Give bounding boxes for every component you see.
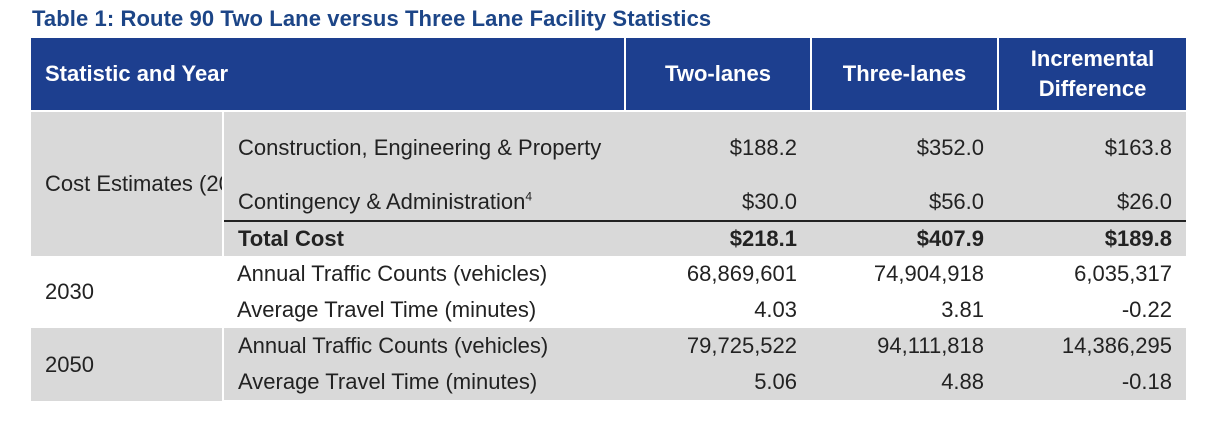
cell-three-lanes: $352.0 [811, 110, 999, 184]
header-incremental-difference: Incremental Difference [998, 38, 1187, 111]
row-label: Annual Traffic Counts (vehicles) [221, 328, 626, 364]
cell-two-lanes: $218.1 [625, 220, 812, 256]
table-row: Cost Estimates (2023 Dollars, millions) … [31, 110, 1187, 256]
header-two-lanes: Two-lanes [625, 38, 813, 111]
row-label: Construction, Engineering & Property [221, 110, 626, 184]
cell-two-lanes: 4.03 [625, 292, 812, 328]
table-row: Contingency & Administration4 $30.0 $56.… [31, 184, 1187, 221]
row-label-text: Contingency & Administration [238, 189, 526, 214]
header-incremental-line2: Difference [1038, 76, 1147, 101]
table-row-total: Total Cost $218.1 $407.9 $189.8 [31, 220, 1187, 256]
group-label-cost-estimates: Cost Estimates (2023 Dollars, millions) [31, 110, 223, 256]
cell-three-lanes: 74,904,918 [811, 256, 999, 292]
cell-three-lanes: 3.81 [811, 292, 999, 328]
table-row: Average Travel Time (minutes) 4.03 3.81 … [31, 292, 1187, 328]
row-label-total-cost: Total Cost [221, 220, 626, 256]
cell-difference: -0.22 [998, 292, 1187, 328]
table-caption: Table 1: Route 90 Two Lane versus Three … [32, 6, 712, 31]
cell-two-lanes: $188.2 [625, 110, 812, 184]
cell-difference: 14,386,295 [998, 328, 1187, 364]
header-row: Statistic and Year Two-lanes Three-lanes… [31, 38, 1187, 111]
header-statistic-and-year: Statistic and Year [31, 38, 627, 111]
row-label: Annual Traffic Counts (vehicles) [223, 256, 626, 292]
table-row: 2030 Annual Traffic Counts (vehicles) 68… [31, 256, 1187, 328]
cell-three-lanes: 4.88 [811, 364, 999, 402]
cell-three-lanes: $407.9 [811, 220, 999, 256]
table-row: 2050 Annual Traffic Counts (vehicles) 79… [31, 328, 1187, 401]
cell-three-lanes: 94,111,818 [811, 328, 999, 364]
header-incremental-line1: Incremental [1030, 46, 1155, 71]
cell-two-lanes: 68,869,601 [625, 256, 812, 292]
row-label: Average Travel Time (minutes) [221, 364, 626, 402]
facility-statistics-table: Statistic and Year Two-lanes Three-lanes… [31, 38, 1187, 402]
cell-difference: $189.8 [998, 220, 1187, 256]
cell-difference: -0.18 [998, 364, 1187, 402]
cell-three-lanes: $56.0 [811, 184, 999, 221]
cell-difference: 6,035,317 [998, 256, 1187, 292]
table-row: Average Travel Time (minutes) 5.06 4.88 … [31, 364, 1187, 402]
header-three-lanes: Three-lanes [811, 38, 1000, 111]
cell-two-lanes: 79,725,522 [625, 328, 812, 364]
cell-difference: $163.8 [998, 110, 1187, 184]
cell-difference: $26.0 [998, 184, 1187, 221]
cell-two-lanes: $30.0 [625, 184, 812, 221]
cell-two-lanes: 5.06 [625, 364, 812, 402]
row-label: Contingency & Administration4 [221, 184, 626, 221]
group-label-2050: 2050 [31, 328, 223, 401]
row-label: Average Travel Time (minutes) [223, 292, 626, 328]
footnote-marker: 4 [525, 189, 533, 204]
group-label-2030: 2030 [31, 256, 223, 328]
